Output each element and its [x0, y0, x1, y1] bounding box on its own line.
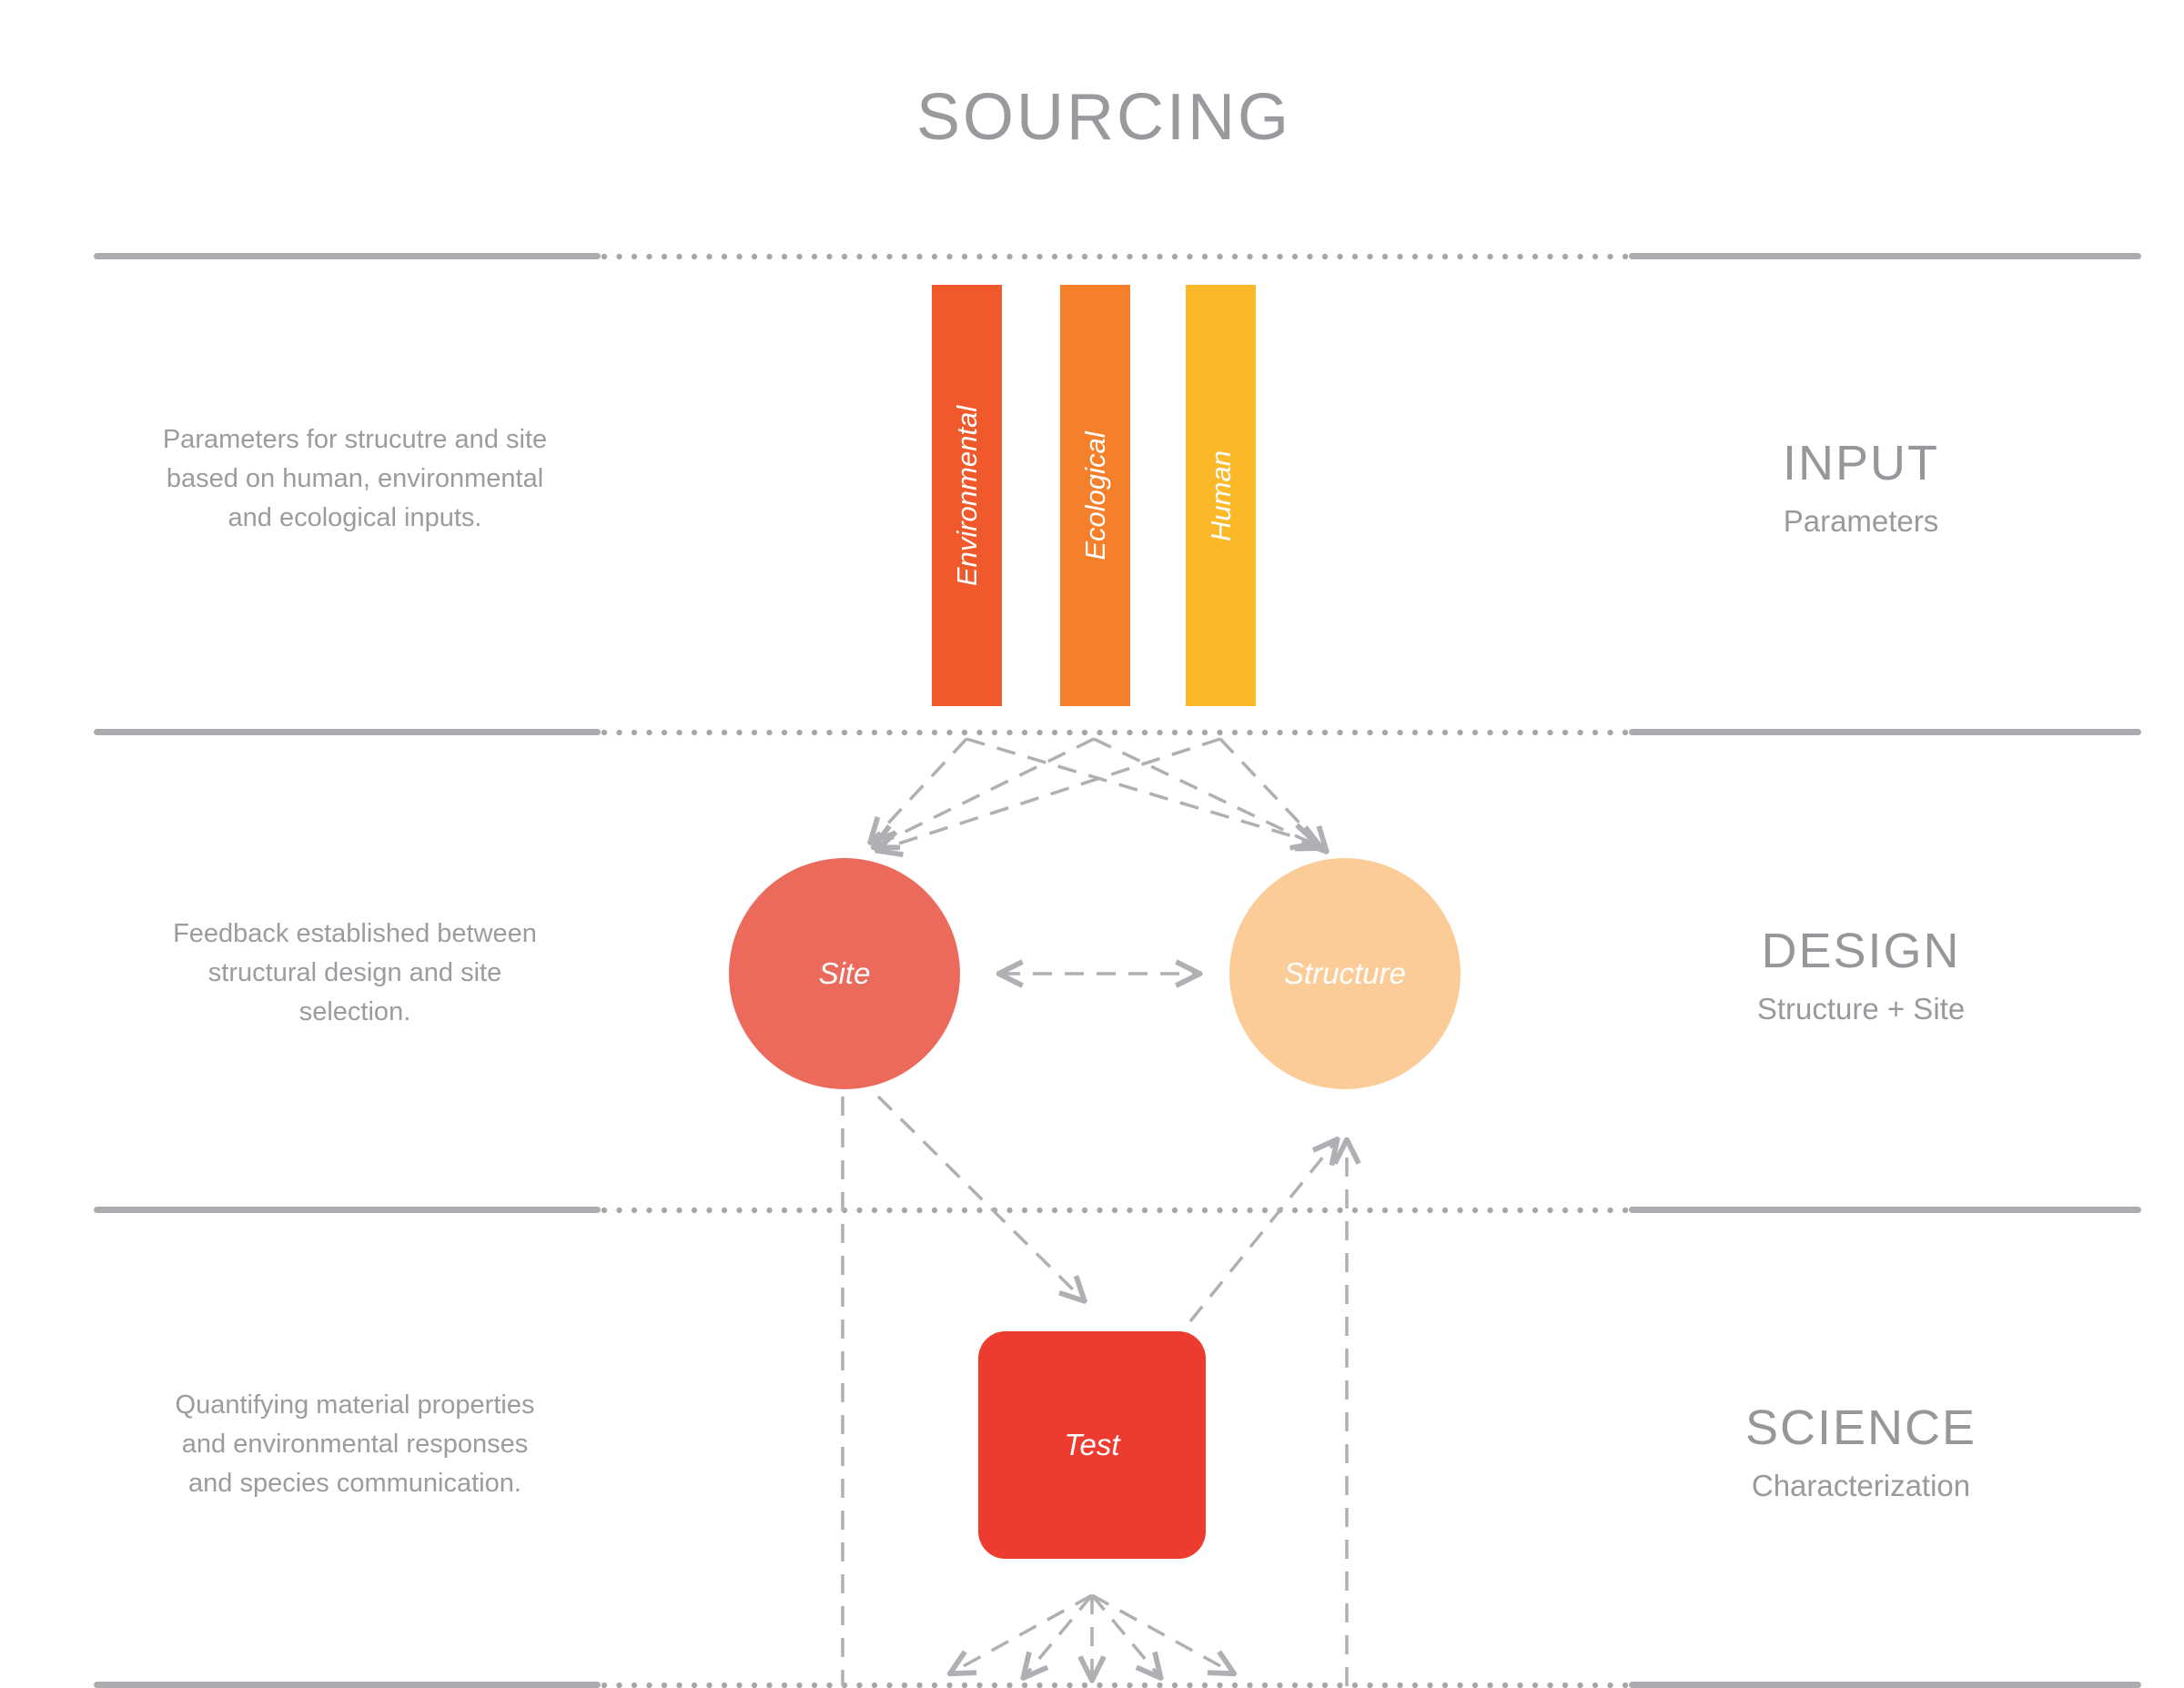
stage-design-subtitle: Structure + Site — [1756, 992, 1966, 1026]
divider-dots — [601, 1682, 1629, 1688]
design-description: Feedback established between structural … — [173, 919, 537, 1026]
stage-design: DESIGN Structure + Site — [1688, 923, 2034, 1026]
page-title: SOURCING — [915, 81, 1292, 154]
stage-science-subtitle: Characterization — [1751, 1469, 1971, 1502]
bar-environmental-label: Environmental — [950, 405, 983, 586]
divider-line — [94, 1682, 601, 1688]
divider-line — [94, 1207, 601, 1213]
stage-input: INPUT Parameters — [1688, 435, 2034, 539]
divider-line — [94, 253, 601, 259]
divider-dots — [601, 1207, 1629, 1214]
divider-line — [94, 729, 601, 735]
node-test: Test — [978, 1331, 1206, 1559]
divider-dots — [601, 729, 1629, 736]
stage-science: SCIENCE Characterization — [1688, 1400, 2034, 1503]
bar-ecological-label: Ecological — [1078, 430, 1111, 561]
bar-human: Human — [1186, 285, 1256, 706]
bar-environmental: Environmental — [932, 285, 1002, 706]
bar-ecological: Ecological — [1060, 285, 1130, 706]
stage-science-title: SCIENCE — [1744, 1400, 1977, 1455]
science-description: Quantifying material properties and envi… — [175, 1390, 535, 1498]
divider-line — [1629, 253, 2141, 259]
node-structure-label: Structure — [1284, 956, 1406, 990]
node-structure: Structure — [1229, 858, 1461, 1089]
divider-line — [1629, 1682, 2141, 1688]
node-site-label: Site — [818, 956, 871, 990]
stage-input-title: INPUT — [1783, 436, 1939, 490]
node-test-label: Test — [1064, 1428, 1120, 1461]
divider-dots — [601, 253, 1629, 260]
stage-design-title: DESIGN — [1761, 924, 1961, 978]
input-description: Parameters for strucutre and site based … — [162, 425, 548, 532]
stage-input-subtitle: Parameters — [1783, 504, 1939, 538]
node-site: Site — [729, 858, 960, 1089]
divider-line — [1629, 729, 2141, 735]
divider-line — [1629, 1207, 2141, 1213]
bar-human-label: Human — [1204, 450, 1237, 541]
